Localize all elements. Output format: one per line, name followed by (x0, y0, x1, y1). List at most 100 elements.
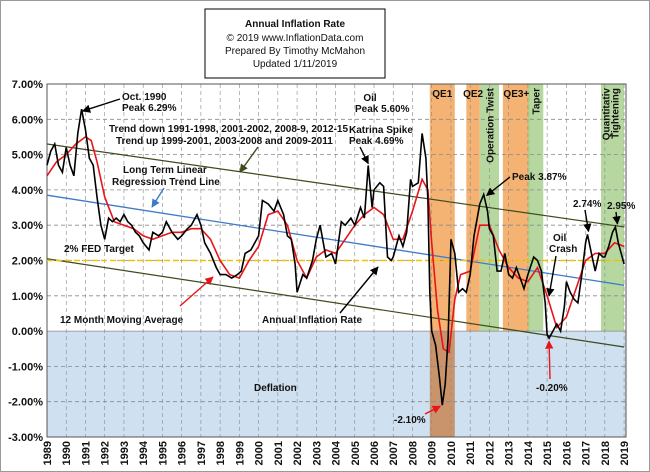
annotation-minus-210: -2.10% (394, 415, 426, 426)
y-tick-label: -3.00% (8, 432, 43, 444)
y-tick-label: 2.00% (12, 256, 43, 268)
series-moving-average (46, 135, 625, 354)
annotation-oct-1990: Oct. 1990 (122, 92, 167, 103)
arrow-1990-peak (81, 98, 121, 113)
band-label: QE1 (432, 89, 452, 100)
trend-channel-0 (46, 143, 625, 228)
annotation-peak-387: Peak 3.87% (512, 172, 567, 183)
y-tick-label: -1.00% (8, 361, 43, 373)
x-tick-label: 1998 (215, 441, 227, 465)
arrow-peak-387 (485, 176, 511, 197)
annotation-regression-2: Regression Trend Line (112, 177, 220, 188)
x-tick-label: 2007 (388, 441, 400, 465)
arrow-oil-crash (546, 255, 557, 297)
annotation-295: 2.95% (607, 201, 635, 212)
band-label: QE3+ (503, 89, 529, 100)
deflation-region (47, 331, 626, 437)
arrow-annual-rate (339, 266, 379, 314)
annotation-oil-crash-2: Crash (549, 244, 577, 255)
band-label: Taper (532, 88, 543, 115)
x-tick-label: 2014 (523, 440, 535, 465)
y-tick-label: 7.00% (12, 79, 43, 91)
arrow-moving-average (179, 276, 214, 307)
annotation-oil-crash-1: Oil (553, 233, 567, 244)
band-3 (502, 84, 530, 332)
annotation-oil: Oil (363, 93, 377, 104)
annotation-peak-629: Peak 6.29% (122, 103, 177, 114)
band-0 (429, 84, 455, 332)
y-tick-label: 1.00% (12, 291, 43, 303)
title-line-3: Updated 1/11/2019 (253, 59, 338, 70)
title-box (204, 8, 386, 79)
x-tick-label: 1994 (138, 440, 150, 465)
band-label: Tightening (611, 88, 622, 139)
x-tick-label: 2000 (254, 441, 266, 465)
arrow-274 (583, 209, 592, 233)
x-tick-label: 2002 (292, 441, 304, 465)
y-tick-label: 5.00% (12, 150, 43, 162)
annotation-fed-target: 2% FED Target (64, 244, 134, 255)
band-5 (600, 84, 625, 332)
arrow-trend (239, 146, 259, 173)
title-line-1: © 2019 www.InflationData.com (227, 33, 364, 44)
regression-line (46, 194, 625, 286)
annotation-minus-020: -0.20% (536, 383, 568, 394)
x-tick-label: 1996 (177, 441, 189, 465)
band-label: Operation Twist (485, 87, 496, 162)
x-tick-label: 2019 (619, 441, 631, 465)
x-tick-label: 2001 (273, 441, 285, 465)
x-tick-label: 2011 (465, 441, 477, 465)
x-tick-label: 2010 (446, 441, 458, 465)
x-tick-label: 1993 (119, 441, 131, 465)
annotation-moving-average: 12 Month Moving Average (60, 315, 184, 326)
band-qe1-deflation (429, 331, 455, 437)
annotation-trend-up: Trend up 1999-2001, 2003-2008 and 2009-2… (116, 136, 333, 147)
title-line-2: Prepared By Timothy McMahon (225, 46, 365, 57)
x-tick-label: 2013 (504, 441, 516, 465)
x-tick-label: 1992 (100, 441, 112, 465)
arrow-regression (151, 187, 165, 208)
x-tick-label: 2017 (581, 441, 593, 465)
band-1 (466, 84, 480, 332)
chart-title: Annual Inflation Rate (245, 19, 345, 30)
annotation-deflation: Deflation (254, 383, 297, 394)
annotation-274: 2.74% (573, 199, 601, 210)
series-annual-inflation (46, 108, 625, 406)
annotation-trend-down: Trend down 1991-1998, 2001-2002, 2008-9,… (109, 124, 348, 135)
y-tick-label: 0.00% (12, 326, 43, 338)
x-tick-label: 1995 (157, 441, 169, 465)
annotation-katrina-peak: Peak 4.69% (349, 136, 404, 147)
y-tick-label: 6.00% (12, 114, 43, 126)
annotation-katrina: Katrina Spike (349, 125, 413, 136)
arrow-minus-020 (545, 340, 554, 380)
x-tick-label: 2015 (542, 441, 554, 465)
x-tick-label: 2012 (484, 441, 496, 465)
arrow-295 (612, 211, 621, 225)
trend-channel-1 (46, 258, 625, 348)
x-tick-label: 2005 (350, 441, 362, 465)
x-tick-label: 1989 (42, 441, 54, 465)
x-tick-label: 2016 (561, 441, 573, 465)
x-tick-label: 1990 (61, 441, 73, 465)
annotation-regression-1: Long Term Linear (123, 165, 207, 176)
y-tick-label: -2.00% (8, 397, 43, 409)
x-tick-label: 2004 (331, 440, 343, 465)
band-4 (527, 84, 544, 332)
x-tick-label: 2008 (407, 441, 419, 465)
x-tick-label: 2003 (311, 441, 323, 465)
arrow-katrina (359, 146, 369, 165)
x-tick-label: 1999 (234, 441, 246, 465)
x-tick-label: 2018 (600, 441, 612, 465)
annotation-oil-peak: Peak 5.60% (355, 104, 410, 115)
x-tick-label: 2009 (427, 441, 439, 465)
band-label: Quantitativ (602, 88, 613, 141)
x-tick-label: 1997 (196, 441, 208, 465)
arrow-minus-210 (424, 405, 442, 415)
y-tick-label: 4.00% (12, 185, 43, 197)
x-tick-label: 2006 (369, 441, 381, 465)
band-label: QE2 (463, 89, 483, 100)
annotation-annual-rate: Annual Inflation Rate (262, 315, 362, 326)
x-tick-label: 1991 (80, 441, 92, 465)
